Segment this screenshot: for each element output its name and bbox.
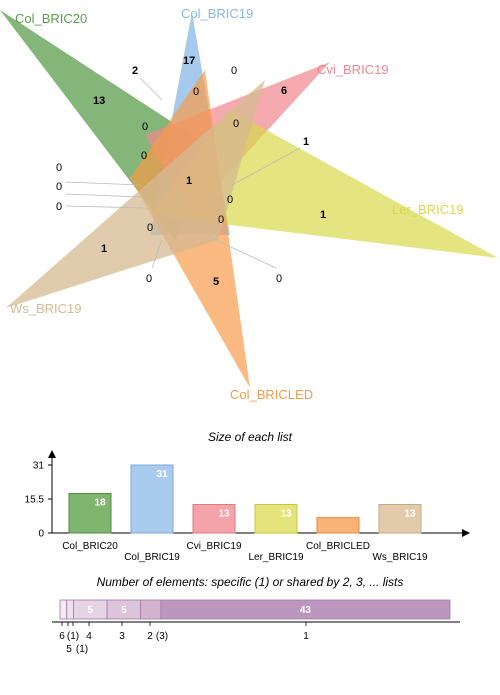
sharing-tick-label: 1	[303, 631, 309, 642]
y-tick-label: 31	[33, 461, 45, 472]
venn-count: 1	[186, 175, 192, 187]
size-bar-category: Ler_BRIC19	[248, 552, 303, 563]
sharing-segment-value: 5	[87, 605, 93, 616]
size-chart-ticks: 0 15.5 31	[25, 461, 52, 540]
sharing-tick-label: (3)	[156, 631, 168, 642]
sharing-chart-segments: 5 5 43	[59, 599, 451, 620]
sharing-segment	[59, 599, 68, 620]
venn-count: 0	[233, 118, 239, 130]
venn-count: 1	[320, 209, 326, 221]
size-chart-x-arrow	[462, 529, 470, 537]
venn-count: 2	[132, 65, 138, 77]
size-bar	[192, 503, 236, 534]
venn-count: 0	[218, 214, 224, 226]
y-tick-label: 15.5	[25, 495, 45, 506]
venn-count: 0	[56, 181, 62, 193]
sharing-chart: Number of elements: specific (1) or shar…	[52, 575, 460, 655]
size-bar-value: 13	[218, 508, 230, 519]
set-label-col-bric20: Col_BRIC20	[15, 11, 87, 26]
venn-count: 0	[56, 201, 62, 213]
size-bar-value: 13	[280, 508, 292, 519]
list-size-chart: Size of each list 0 15.5 31 18 Col_BRIC20 31…	[25, 430, 470, 563]
sharing-segment	[160, 599, 451, 620]
size-bar-value: 18	[94, 498, 106, 509]
sharing-segment	[66, 599, 74, 620]
size-chart-bars: 18 Col_BRIC20 31 Col_BRIC19 13 Cvi_BRIC19 13 Le…	[62, 464, 428, 563]
venn-count: 1	[303, 136, 309, 148]
venn-count: 0	[193, 86, 199, 98]
sharing-tick-label: (1)	[76, 644, 88, 655]
venn-diagram	[0, 10, 498, 388]
set-label-cvi-bric19: Cvi_BRIC19	[317, 62, 389, 77]
venn-count: 0	[227, 194, 233, 206]
size-chart-y-arrow	[48, 450, 56, 458]
sharing-segment	[140, 599, 162, 620]
size-bar-category: Cvi_BRIC19	[186, 541, 241, 552]
venn-count: 0	[276, 273, 282, 285]
size-bar-category: Col_BRIC20	[62, 541, 118, 552]
size-bar-category: Col_BRICLED	[306, 541, 370, 552]
size-bar-value: 7	[335, 506, 341, 517]
size-bar-category: Col_BRIC19	[124, 552, 180, 563]
set-label-ler-bric19: Ler_BRIC19	[392, 202, 464, 217]
size-bar	[316, 517, 360, 534]
venn-count: 17	[183, 55, 195, 67]
set-label-ws-bric19: Ws_BRIC19	[10, 301, 82, 316]
size-bar	[378, 503, 422, 534]
size-bar-category: Ws_BRIC19	[372, 552, 427, 563]
size-bar	[254, 503, 298, 534]
sharing-tick-label: 4	[86, 631, 92, 642]
sharing-segment-value: 43	[300, 605, 312, 616]
venn-count: 1	[101, 243, 107, 255]
venn-shape-ws-bric19	[6, 80, 265, 308]
sharing-tick-label: (1)	[67, 631, 79, 642]
set-label-col-bricled: Col_BRICLED	[230, 387, 313, 402]
venn-count: 6	[281, 85, 287, 97]
sharing-tick-label: 5	[66, 644, 72, 655]
venn-count: 0	[56, 162, 62, 174]
size-chart-title: Size of each list	[208, 430, 293, 444]
sharing-chart-labels: 6 (1) 4 3 2 (3) 15 (1)	[59, 622, 309, 655]
y-tick-label: 0	[38, 529, 44, 540]
sharing-segment-value: 5	[121, 605, 127, 616]
sharing-tick-label: 2	[147, 631, 153, 642]
venn-count: 0	[141, 150, 147, 162]
venn-count: 0	[146, 273, 152, 285]
sharing-tick-label: 3	[119, 631, 125, 642]
sharing-chart-title: Number of elements: specific (1) or shar…	[97, 575, 404, 589]
venn-leader-lines	[65, 77, 301, 269]
size-bar	[68, 493, 112, 534]
sharing-tick-label: 6	[59, 631, 65, 642]
set-label-col-bric19: Col_BRIC19	[181, 6, 253, 21]
size-bar-value: 31	[156, 469, 168, 480]
venn-count: 0	[147, 222, 153, 234]
venn-count: 0	[231, 65, 237, 77]
venn-count: 0	[142, 121, 148, 133]
size-bar	[130, 464, 174, 534]
venn-count: 5	[213, 276, 219, 288]
size-bar-value: 13	[404, 508, 416, 519]
venn-count: 13	[93, 95, 105, 107]
